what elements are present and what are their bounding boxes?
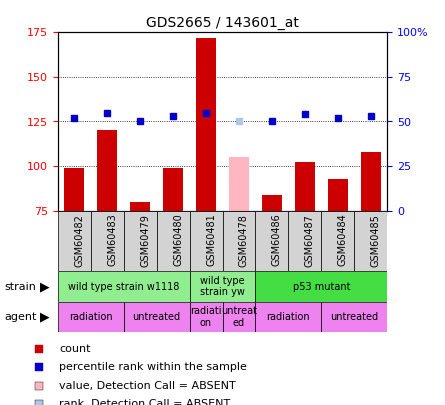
Bar — [58, 302, 124, 332]
Text: percentile rank within the sample: percentile rank within the sample — [59, 362, 247, 373]
Text: strain: strain — [4, 281, 36, 292]
Text: GSM60480: GSM60480 — [173, 214, 183, 266]
Bar — [124, 211, 157, 271]
Text: radiation: radiation — [69, 312, 113, 322]
Bar — [97, 130, 117, 211]
Bar — [255, 271, 387, 302]
Bar — [222, 302, 255, 332]
Text: GSM60486: GSM60486 — [272, 214, 282, 266]
Text: wild type
strain yw: wild type strain yw — [200, 276, 245, 297]
Text: radiati
on: radiati on — [190, 306, 222, 328]
Bar — [255, 211, 288, 271]
Bar — [255, 302, 321, 332]
Text: untreat
ed: untreat ed — [221, 306, 257, 328]
Bar — [328, 179, 348, 211]
Bar — [130, 202, 150, 211]
Text: untreated: untreated — [330, 312, 378, 322]
Bar — [321, 211, 354, 271]
Bar — [124, 302, 190, 332]
Text: GSM60481: GSM60481 — [206, 214, 216, 266]
Text: ▶: ▶ — [40, 280, 49, 293]
Text: wild type strain w1118: wild type strain w1118 — [68, 281, 179, 292]
Bar — [190, 211, 222, 271]
Bar — [65, 168, 84, 211]
Bar — [58, 271, 190, 302]
Bar — [157, 211, 190, 271]
Text: untreated: untreated — [133, 312, 181, 322]
Text: GSM60482: GSM60482 — [74, 214, 84, 266]
Text: GSM60478: GSM60478 — [239, 214, 249, 266]
Title: GDS2665 / 143601_at: GDS2665 / 143601_at — [146, 16, 299, 30]
Text: agent: agent — [4, 312, 37, 322]
Bar — [196, 38, 216, 211]
Text: GSM60484: GSM60484 — [338, 214, 348, 266]
Text: p53 mutant: p53 mutant — [292, 281, 350, 292]
Bar — [58, 211, 91, 271]
Bar — [190, 271, 255, 302]
Text: GSM60479: GSM60479 — [140, 214, 150, 266]
Text: rank, Detection Call = ABSENT: rank, Detection Call = ABSENT — [59, 399, 231, 405]
Text: radiation: radiation — [267, 312, 310, 322]
Bar — [262, 194, 282, 211]
Text: GSM60485: GSM60485 — [371, 214, 380, 266]
Bar — [295, 162, 315, 211]
Bar — [229, 157, 249, 211]
Bar — [321, 302, 387, 332]
Bar — [91, 211, 124, 271]
Bar — [361, 152, 380, 211]
Text: ▶: ▶ — [40, 310, 49, 324]
Bar — [354, 211, 387, 271]
Bar — [163, 168, 183, 211]
Bar — [288, 211, 321, 271]
Bar — [190, 302, 222, 332]
Text: GSM60483: GSM60483 — [107, 214, 117, 266]
Text: count: count — [59, 344, 91, 354]
Text: GSM60487: GSM60487 — [305, 214, 315, 266]
Text: value, Detection Call = ABSENT: value, Detection Call = ABSENT — [59, 381, 236, 391]
Bar — [222, 211, 255, 271]
